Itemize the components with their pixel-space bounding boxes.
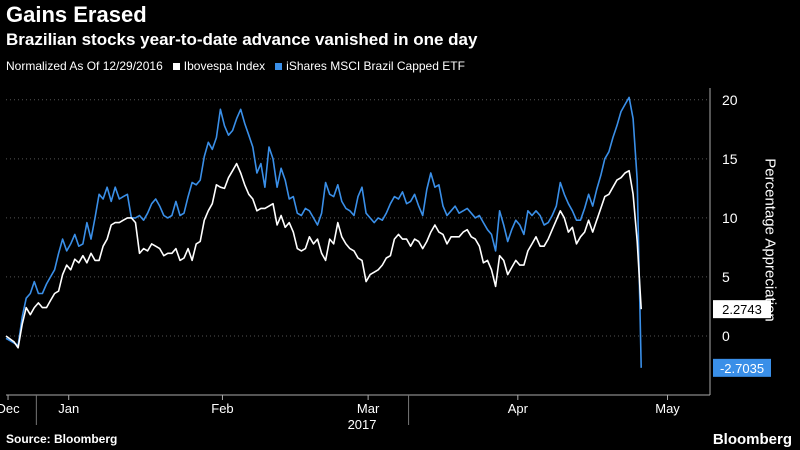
x-tick-label-mar: Mar xyxy=(357,401,380,416)
legend-entry-ishares: iShares MSCI Brazil Capped ETF xyxy=(275,59,465,73)
y-tick-label-0: 0 xyxy=(722,328,730,344)
end-label-ibovespa: 2.2743 xyxy=(722,302,762,317)
legend: Normalized As Of 12/29/2016 Ibovespa Ind… xyxy=(6,59,475,73)
x-tick-label-feb: Feb xyxy=(211,401,233,416)
chart-title: Gains Erased xyxy=(6,2,147,27)
source-note: Source: Bloomberg xyxy=(6,432,118,446)
legend-swatch-ishares xyxy=(275,62,283,70)
legend-swatch-ibovespa xyxy=(172,62,180,70)
x-tick-label-dec: Dec xyxy=(0,401,20,416)
legend-entry-ibovespa: Ibovespa Index xyxy=(172,59,266,73)
y-axis-label: Percentage Appreciation xyxy=(761,158,779,322)
x-tick-label-jan: Jan xyxy=(58,401,79,416)
y-tick-label-15: 15 xyxy=(722,151,738,167)
y-tick-label-20: 20 xyxy=(722,92,738,108)
x-tick-label-may: May xyxy=(655,401,680,416)
chart-subtitle: Brazilian stocks year-to-date advance va… xyxy=(6,30,478,49)
series-line-ibovespa xyxy=(5,162,642,349)
end-label-ishares-box xyxy=(713,358,771,377)
legend-label-ibovespa: Ibovespa Index xyxy=(183,59,266,73)
y-tick-label-5: 5 xyxy=(722,269,730,285)
legend-note: Normalized As Of 12/29/2016 xyxy=(6,59,163,73)
x-tick-label-apr: Apr xyxy=(508,401,529,416)
brand-logo: Bloomberg xyxy=(712,431,792,448)
legend-label-ishares: iShares MSCI Brazil Capped ETF xyxy=(286,59,465,73)
series-line-ishares xyxy=(5,96,642,368)
end-label-ishares: -2.7035 xyxy=(720,361,764,376)
end-label-ibovespa-box xyxy=(713,300,771,319)
y-tick-label-10: 10 xyxy=(722,210,738,226)
x-year-label: 2017 xyxy=(348,417,377,432)
